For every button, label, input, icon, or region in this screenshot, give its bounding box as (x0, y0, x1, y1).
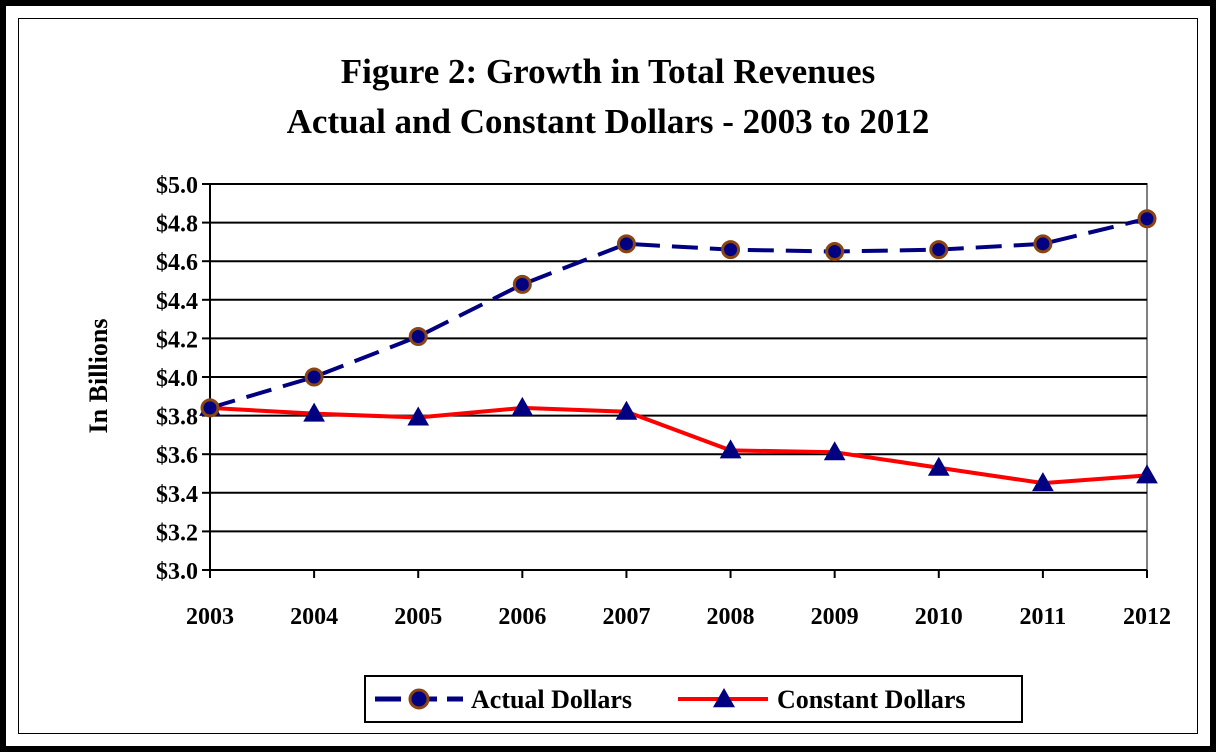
x-tick-label: 2009 (811, 604, 859, 630)
y-tick-label: $4.2 (156, 327, 198, 353)
data-point-actual (1033, 234, 1053, 254)
data-point-actual (825, 242, 845, 262)
y-tick-label: $4.6 (156, 250, 198, 276)
y-tick-label: $3.6 (156, 443, 198, 469)
x-tick-labels: 2003 2004 2005 2006 2007 2008 2009 2010 2011 2012 (186, 604, 1171, 630)
data-point-actual (929, 240, 949, 260)
y-tick-label: $3.4 (156, 482, 198, 508)
data-point-actual (408, 326, 428, 346)
x-tick-label: 2005 (394, 604, 442, 630)
data-point-actual (200, 398, 220, 418)
series-group (199, 209, 1158, 492)
series-line-constant (209, 405, 1148, 486)
y-tick-label: $5.0 (156, 173, 198, 199)
y-tick-label: $4.4 (156, 289, 198, 315)
data-point-constant (303, 402, 325, 422)
x-tick-label: 2006 (498, 604, 546, 630)
x-tick-label: 2007 (602, 604, 650, 630)
y-tick-label: $4.8 (156, 212, 198, 238)
chart-subtitle: Actual and Constant Dollars - 2003 to 20… (286, 102, 930, 141)
y-tick-label: $4.0 (156, 366, 198, 392)
x-tick-label: 2008 (707, 604, 755, 630)
data-point-actual (1137, 209, 1157, 229)
data-point-constant (407, 406, 430, 426)
x-tick-label: 2012 (1123, 604, 1171, 630)
data-point-constant (823, 441, 846, 461)
chart-inner-border (18, 18, 1198, 734)
data-point-constant (927, 456, 950, 476)
data-point-actual (512, 274, 532, 294)
y-tick-labels: $3.0 $3.2 $3.4 $3.6 $3.8 $4.0 $4.2 $4.4 $4.6 $4.8… (156, 173, 198, 585)
legend-label-constant: Constant Dollars (777, 685, 966, 714)
y-tick-label: $3.0 (156, 559, 198, 585)
legend-marker-actual (408, 688, 430, 710)
data-point-constant (1032, 472, 1054, 492)
data-point-constant (719, 439, 742, 459)
gridlines (210, 183, 1147, 533)
y-axis-title: In Billions (84, 319, 113, 434)
legend-marker-constant (713, 688, 735, 708)
y-tick-label: $3.2 (156, 520, 198, 546)
y-tick-label: $3.8 (156, 405, 198, 431)
axes (202, 183, 1148, 578)
legend: Actual Dollars Constant Dollars (364, 675, 1023, 723)
data-point-constant (1136, 464, 1158, 484)
data-point-actual (304, 367, 324, 387)
x-tick-label: 2004 (290, 604, 338, 630)
x-tick-label: 2011 (1020, 604, 1067, 630)
data-point-constant (615, 400, 638, 420)
data-point-actual (721, 240, 741, 260)
series-line-actual (209, 216, 1148, 410)
chart-title: Figure 2: Growth in Total Revenues (340, 52, 876, 91)
legend-label-actual: Actual Dollars (471, 685, 632, 714)
x-tick-label: 2010 (915, 604, 963, 630)
data-point-constant (511, 396, 534, 416)
x-tick-label: 2003 (186, 604, 234, 630)
data-point-actual (616, 234, 636, 254)
